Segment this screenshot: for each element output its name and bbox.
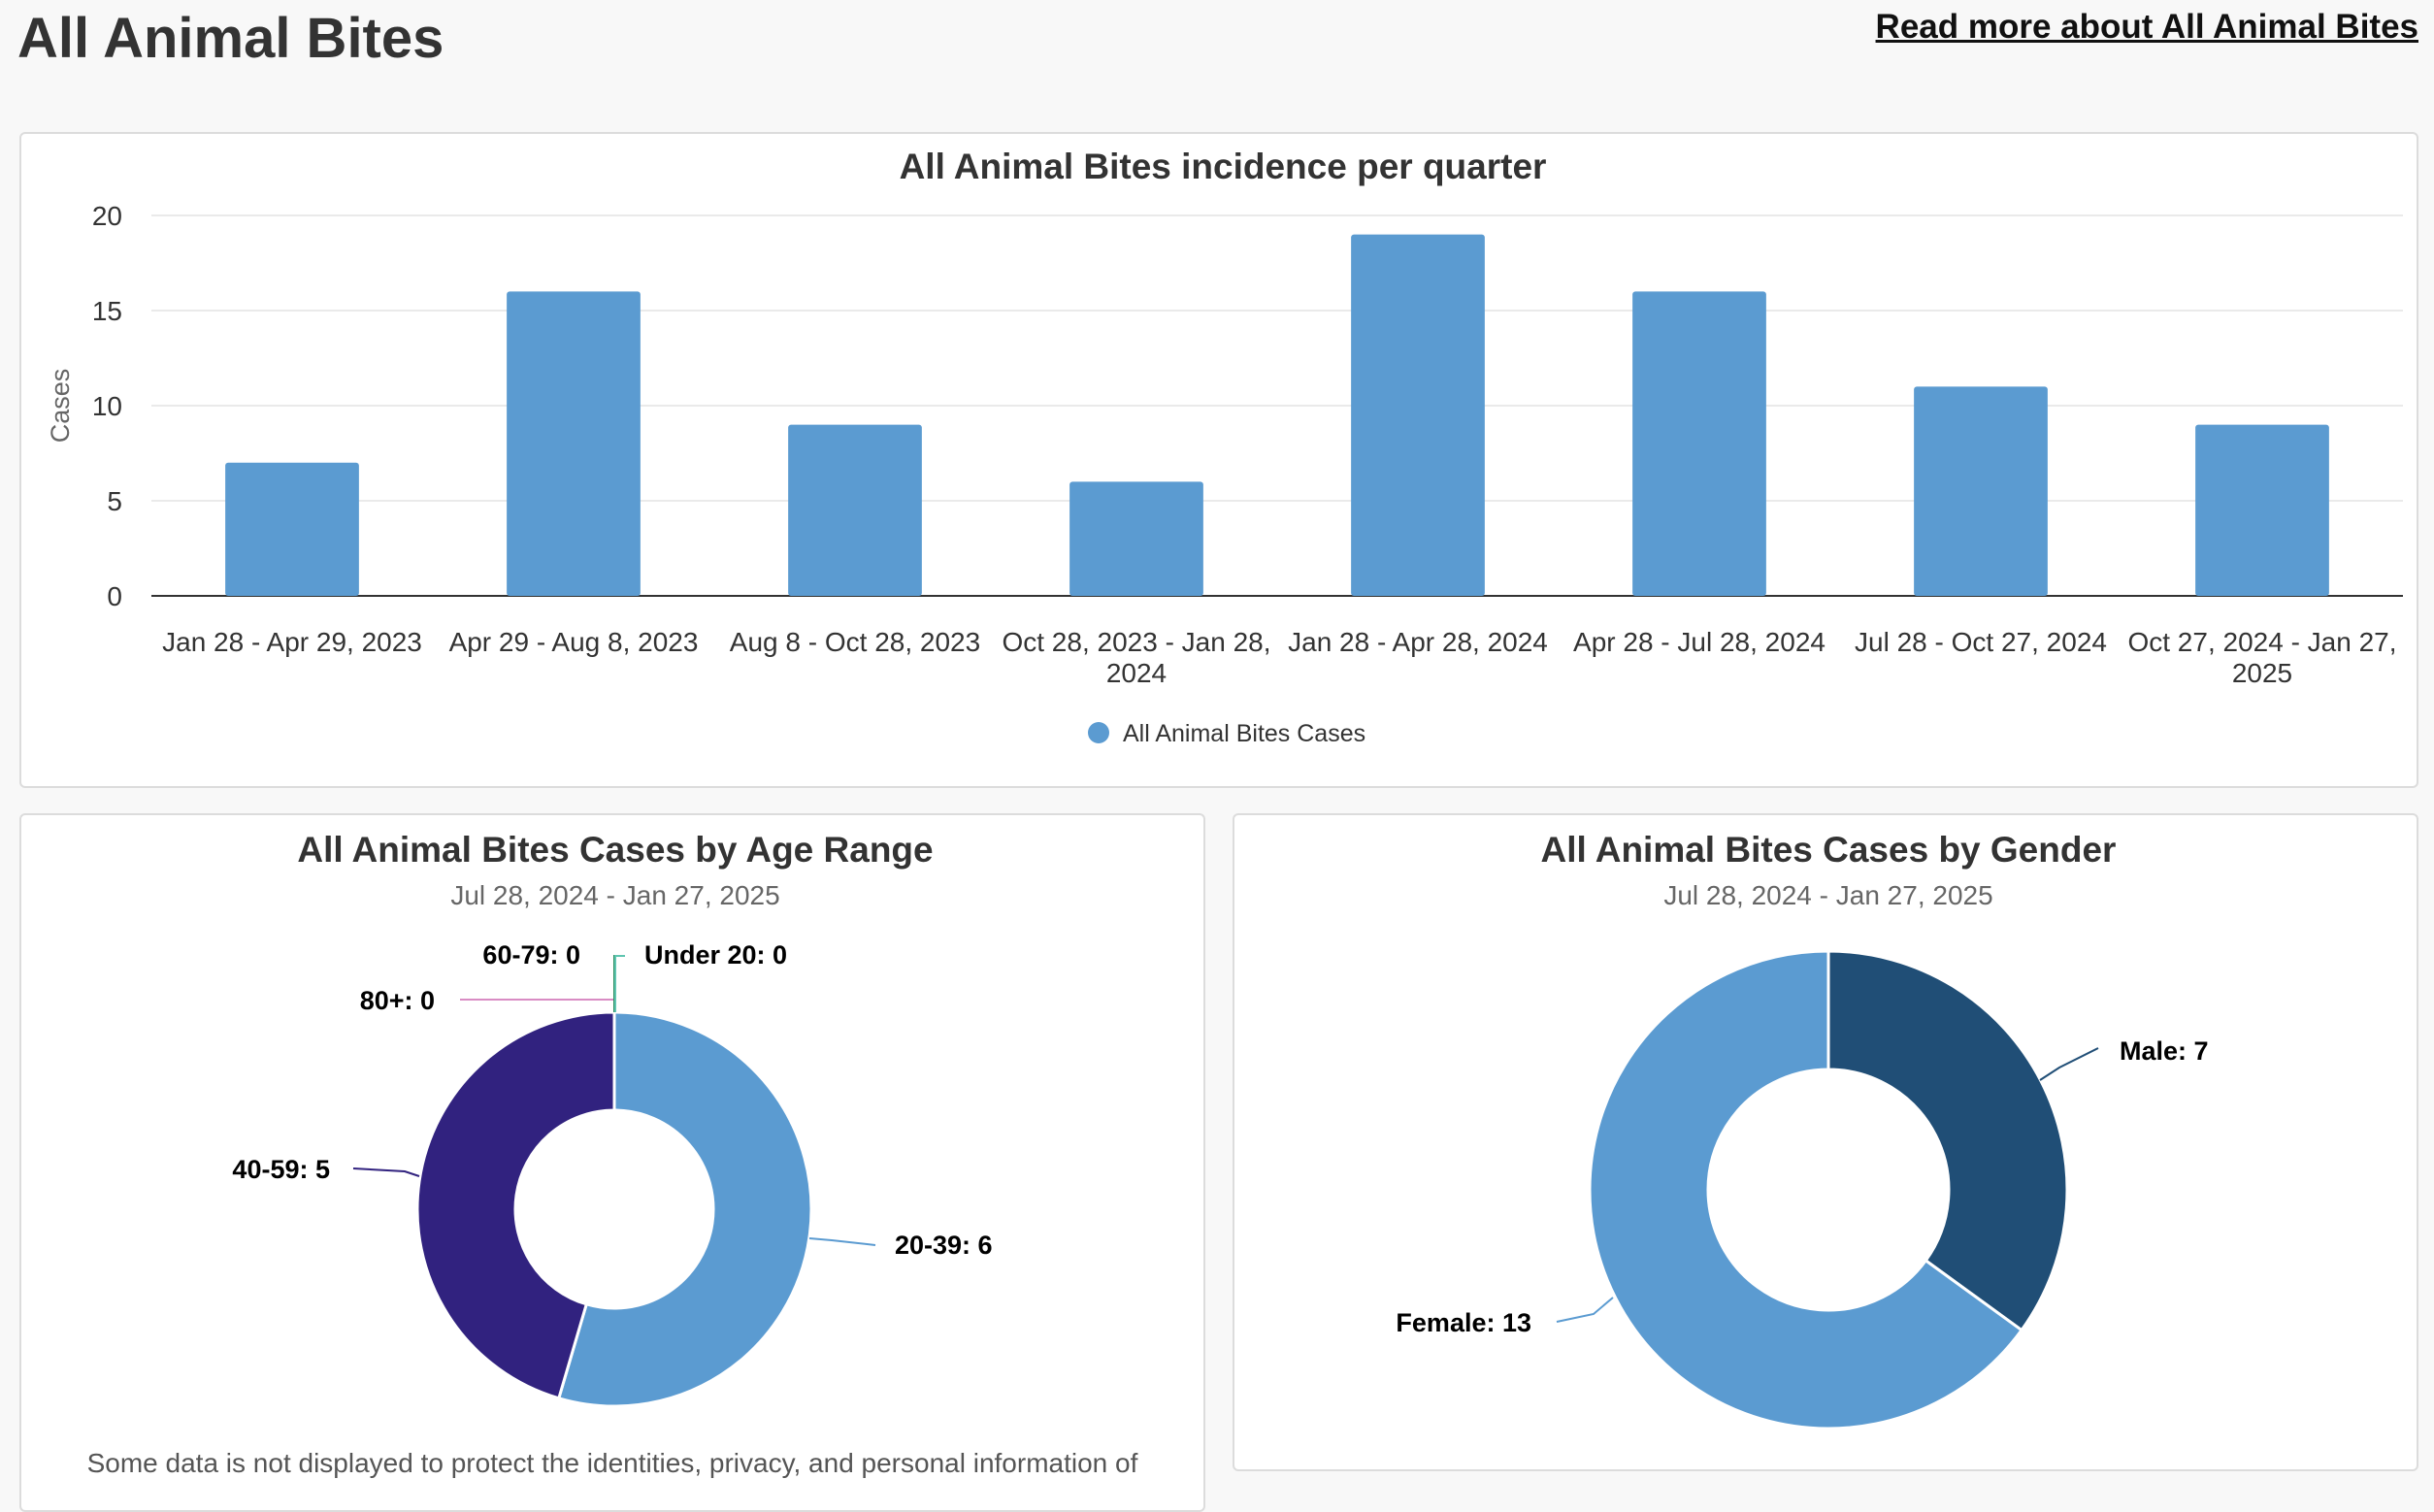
- age-donut-chart: All Animal Bites Cases by Age Range Jul …: [232, 830, 993, 1408]
- slice-label: 60-79: 0: [482, 940, 580, 970]
- bar-chart-title: All Animal Bites incidence per quarter: [900, 147, 1547, 186]
- label-connector: [1556, 1297, 1614, 1323]
- slice-label: Under 20: 0: [644, 940, 787, 970]
- x-tick-label: Jan 28 - Apr 28, 2024: [1288, 627, 1548, 657]
- x-tick-label: Apr 29 - Aug 8, 2023: [449, 627, 699, 657]
- gender-chart-title: All Animal Bites Cases by Gender: [1541, 830, 2117, 870]
- slice-label: 20-39: 6: [895, 1231, 993, 1260]
- bar-chart-card: All Animal Bites incidence per quarter C…: [19, 132, 2418, 788]
- read-more-link[interactable]: Read more about All Animal Bites: [1875, 8, 2418, 46]
- y-tick-label: 10: [92, 391, 122, 421]
- privacy-note: Some data is not displayed to protect th…: [86, 1448, 1138, 1478]
- pie-slice[interactable]: [415, 1010, 616, 1400]
- pie-slice[interactable]: [1826, 949, 2069, 1332]
- pie-slice[interactable]: [1588, 949, 2024, 1430]
- bar[interactable]: [1632, 291, 1766, 596]
- slice-label: 40-59: 5: [232, 1155, 330, 1184]
- age-chart-card: All Animal Bites Cases by Age Range Jul …: [19, 813, 1205, 1512]
- gender-chart-card: All Animal Bites Cases by Gender Jul 28,…: [1233, 813, 2418, 1471]
- y-tick-label: 15: [92, 296, 122, 326]
- label-connector: [352, 1167, 420, 1177]
- x-tick-label: Aug 8 - Oct 28, 2023: [730, 627, 980, 657]
- slice-label: Female: 13: [1396, 1308, 1531, 1337]
- bar[interactable]: [225, 462, 359, 596]
- gender-donut-chart: All Animal Bites Cases by Gender Jul 28,…: [1396, 830, 2209, 1430]
- slice-label: 80+: 0: [360, 986, 435, 1015]
- bar[interactable]: [1914, 386, 2048, 596]
- bar-chart: All Animal Bites incidence per quarter C…: [46, 147, 2403, 747]
- gender-chart-subtitle: Jul 28, 2024 - Jan 27, 2025: [1663, 880, 1992, 910]
- bar[interactable]: [1351, 234, 1485, 596]
- legend-swatch: [1088, 722, 1109, 743]
- bar-legend[interactable]: All Animal Bites Cases: [1088, 720, 1365, 747]
- bar[interactable]: [2195, 424, 2329, 596]
- age-chart-subtitle: Jul 28, 2024 - Jan 27, 2025: [450, 880, 779, 910]
- bar[interactable]: [1069, 481, 1203, 596]
- label-connector: [460, 999, 615, 1012]
- x-tick-label: Jan 28 - Apr 29, 2023: [162, 627, 422, 657]
- label-connector: [808, 1237, 876, 1246]
- slice-label: Male: 7: [2120, 1036, 2209, 1066]
- x-tick-label: Oct 28, 2023 - Jan 28, 2024: [1002, 627, 1270, 688]
- x-tick-label: Apr 28 - Jul 28, 2024: [1573, 627, 1826, 657]
- label-connector: [2039, 1047, 2099, 1081]
- bar[interactable]: [507, 291, 641, 596]
- page-title: All Animal Bites: [17, 7, 444, 70]
- pie-slice[interactable]: [556, 1010, 813, 1408]
- age-chart-title: All Animal Bites Cases by Age Range: [297, 830, 933, 870]
- bar[interactable]: [788, 424, 922, 596]
- legend-label: All Animal Bites Cases: [1123, 720, 1365, 747]
- y-axis-label: Cases: [46, 369, 75, 444]
- x-tick-label: Jul 28 - Oct 27, 2024: [1855, 627, 2107, 657]
- label-connector: [614, 955, 625, 1012]
- x-tick-label: Oct 27, 2024 - Jan 27, 2025: [2127, 627, 2396, 688]
- y-tick-label: 20: [92, 201, 122, 231]
- y-tick-label: 0: [107, 581, 122, 611]
- y-tick-label: 5: [107, 486, 122, 516]
